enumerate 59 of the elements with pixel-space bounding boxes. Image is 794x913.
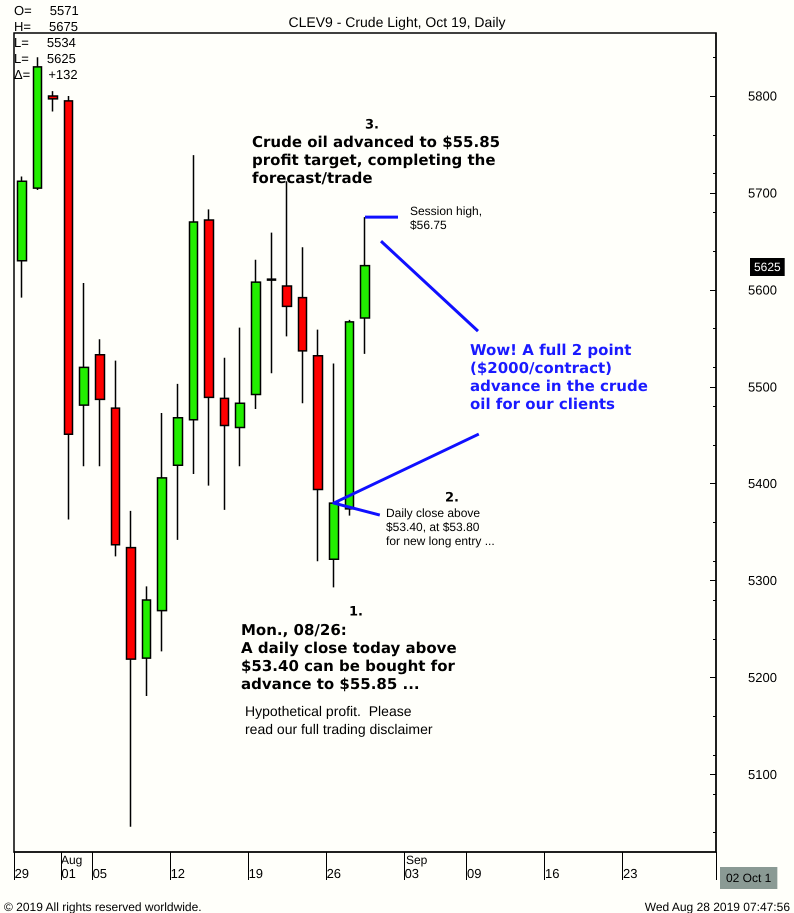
candlestick — [234, 326, 246, 467]
annotation: Daily close above $53.40, at $53.80 for new long entry ... — [386, 506, 495, 548]
x-tick-label: 09 — [466, 866, 482, 881]
candlestick — [360, 216, 370, 355]
text: Aug — [61, 853, 82, 867]
candlestick — [126, 510, 136, 828]
candlestick — [344, 319, 354, 516]
candlestick — [220, 356, 230, 511]
text: 5625 — [754, 260, 782, 274]
x-tick-label: 03 — [404, 866, 420, 881]
x-tick-label: 12 — [170, 866, 186, 881]
annotation: L= 5534 — [14, 35, 76, 50]
x-tick-label: 01 — [61, 866, 76, 881]
annotation: H= 5675 — [14, 19, 78, 34]
y-tick-label: 5800 — [748, 88, 777, 104]
annotation: 1. — [349, 604, 363, 620]
candlestick — [48, 90, 58, 112]
candlestick — [188, 154, 198, 475]
y-tick-label: 5700 — [748, 185, 777, 200]
candlestick — [204, 208, 214, 486]
x-tick-label: 19 — [248, 866, 264, 881]
annotation: Wow! A full 2 point ($2000/contract) advance in the crude oil for our clients — [470, 341, 648, 413]
x-tick-label: 26 — [326, 866, 342, 881]
text: Sep — [406, 853, 428, 867]
chart-title: CLEV9 - Crude Light, Oct 19, Daily — [288, 14, 506, 30]
x-tick-label: 16 — [544, 866, 560, 881]
annotation: L= 5625 — [14, 51, 76, 66]
candlestick — [32, 56, 42, 191]
y-tick-label: 5400 — [748, 476, 777, 492]
text: O= 5571 — [14, 3, 79, 18]
candlestick — [312, 328, 324, 562]
x-tick-label: 29 — [14, 866, 30, 881]
annotation: 3. — [365, 118, 379, 132]
y-tick-label: 5100 — [748, 766, 777, 782]
annotation: Crude oil advanced to $55.85 profit target, completing the forecast/trade — [252, 133, 500, 187]
candlestick — [156, 412, 168, 652]
x-tick-label: 05 — [92, 866, 108, 881]
annotation: Mon., 08/26: A daily close today above $53.40 can be bought for advance to $55.85 ... — [241, 621, 457, 693]
candlestick — [64, 95, 74, 520]
candlestick — [298, 246, 308, 404]
candlestick — [78, 282, 90, 467]
candlestick — [110, 360, 120, 558]
y-tick-label: 5600 — [748, 282, 777, 298]
candlestick — [328, 362, 340, 588]
annotation: Session high, $56.75 — [410, 204, 482, 232]
annotation: 2. — [445, 490, 459, 506]
y-tick-label: 5300 — [748, 573, 777, 588]
y-tick-label: 5500 — [748, 379, 777, 394]
text: 02 Oct 1 — [726, 871, 772, 885]
candlestick — [250, 259, 262, 410]
annotation: Hypothetical profit. Please read our full trading disclaimer — [245, 703, 433, 737]
annotation: Δ= +132 — [14, 67, 78, 82]
candlestick — [16, 176, 28, 298]
y-tick-label: 5200 — [748, 670, 777, 686]
x-tick-label: 23 — [622, 866, 638, 881]
candlestick — [94, 338, 106, 467]
candlestick — [172, 383, 184, 541]
candlestick — [142, 586, 152, 697]
candlestick — [266, 232, 276, 374]
